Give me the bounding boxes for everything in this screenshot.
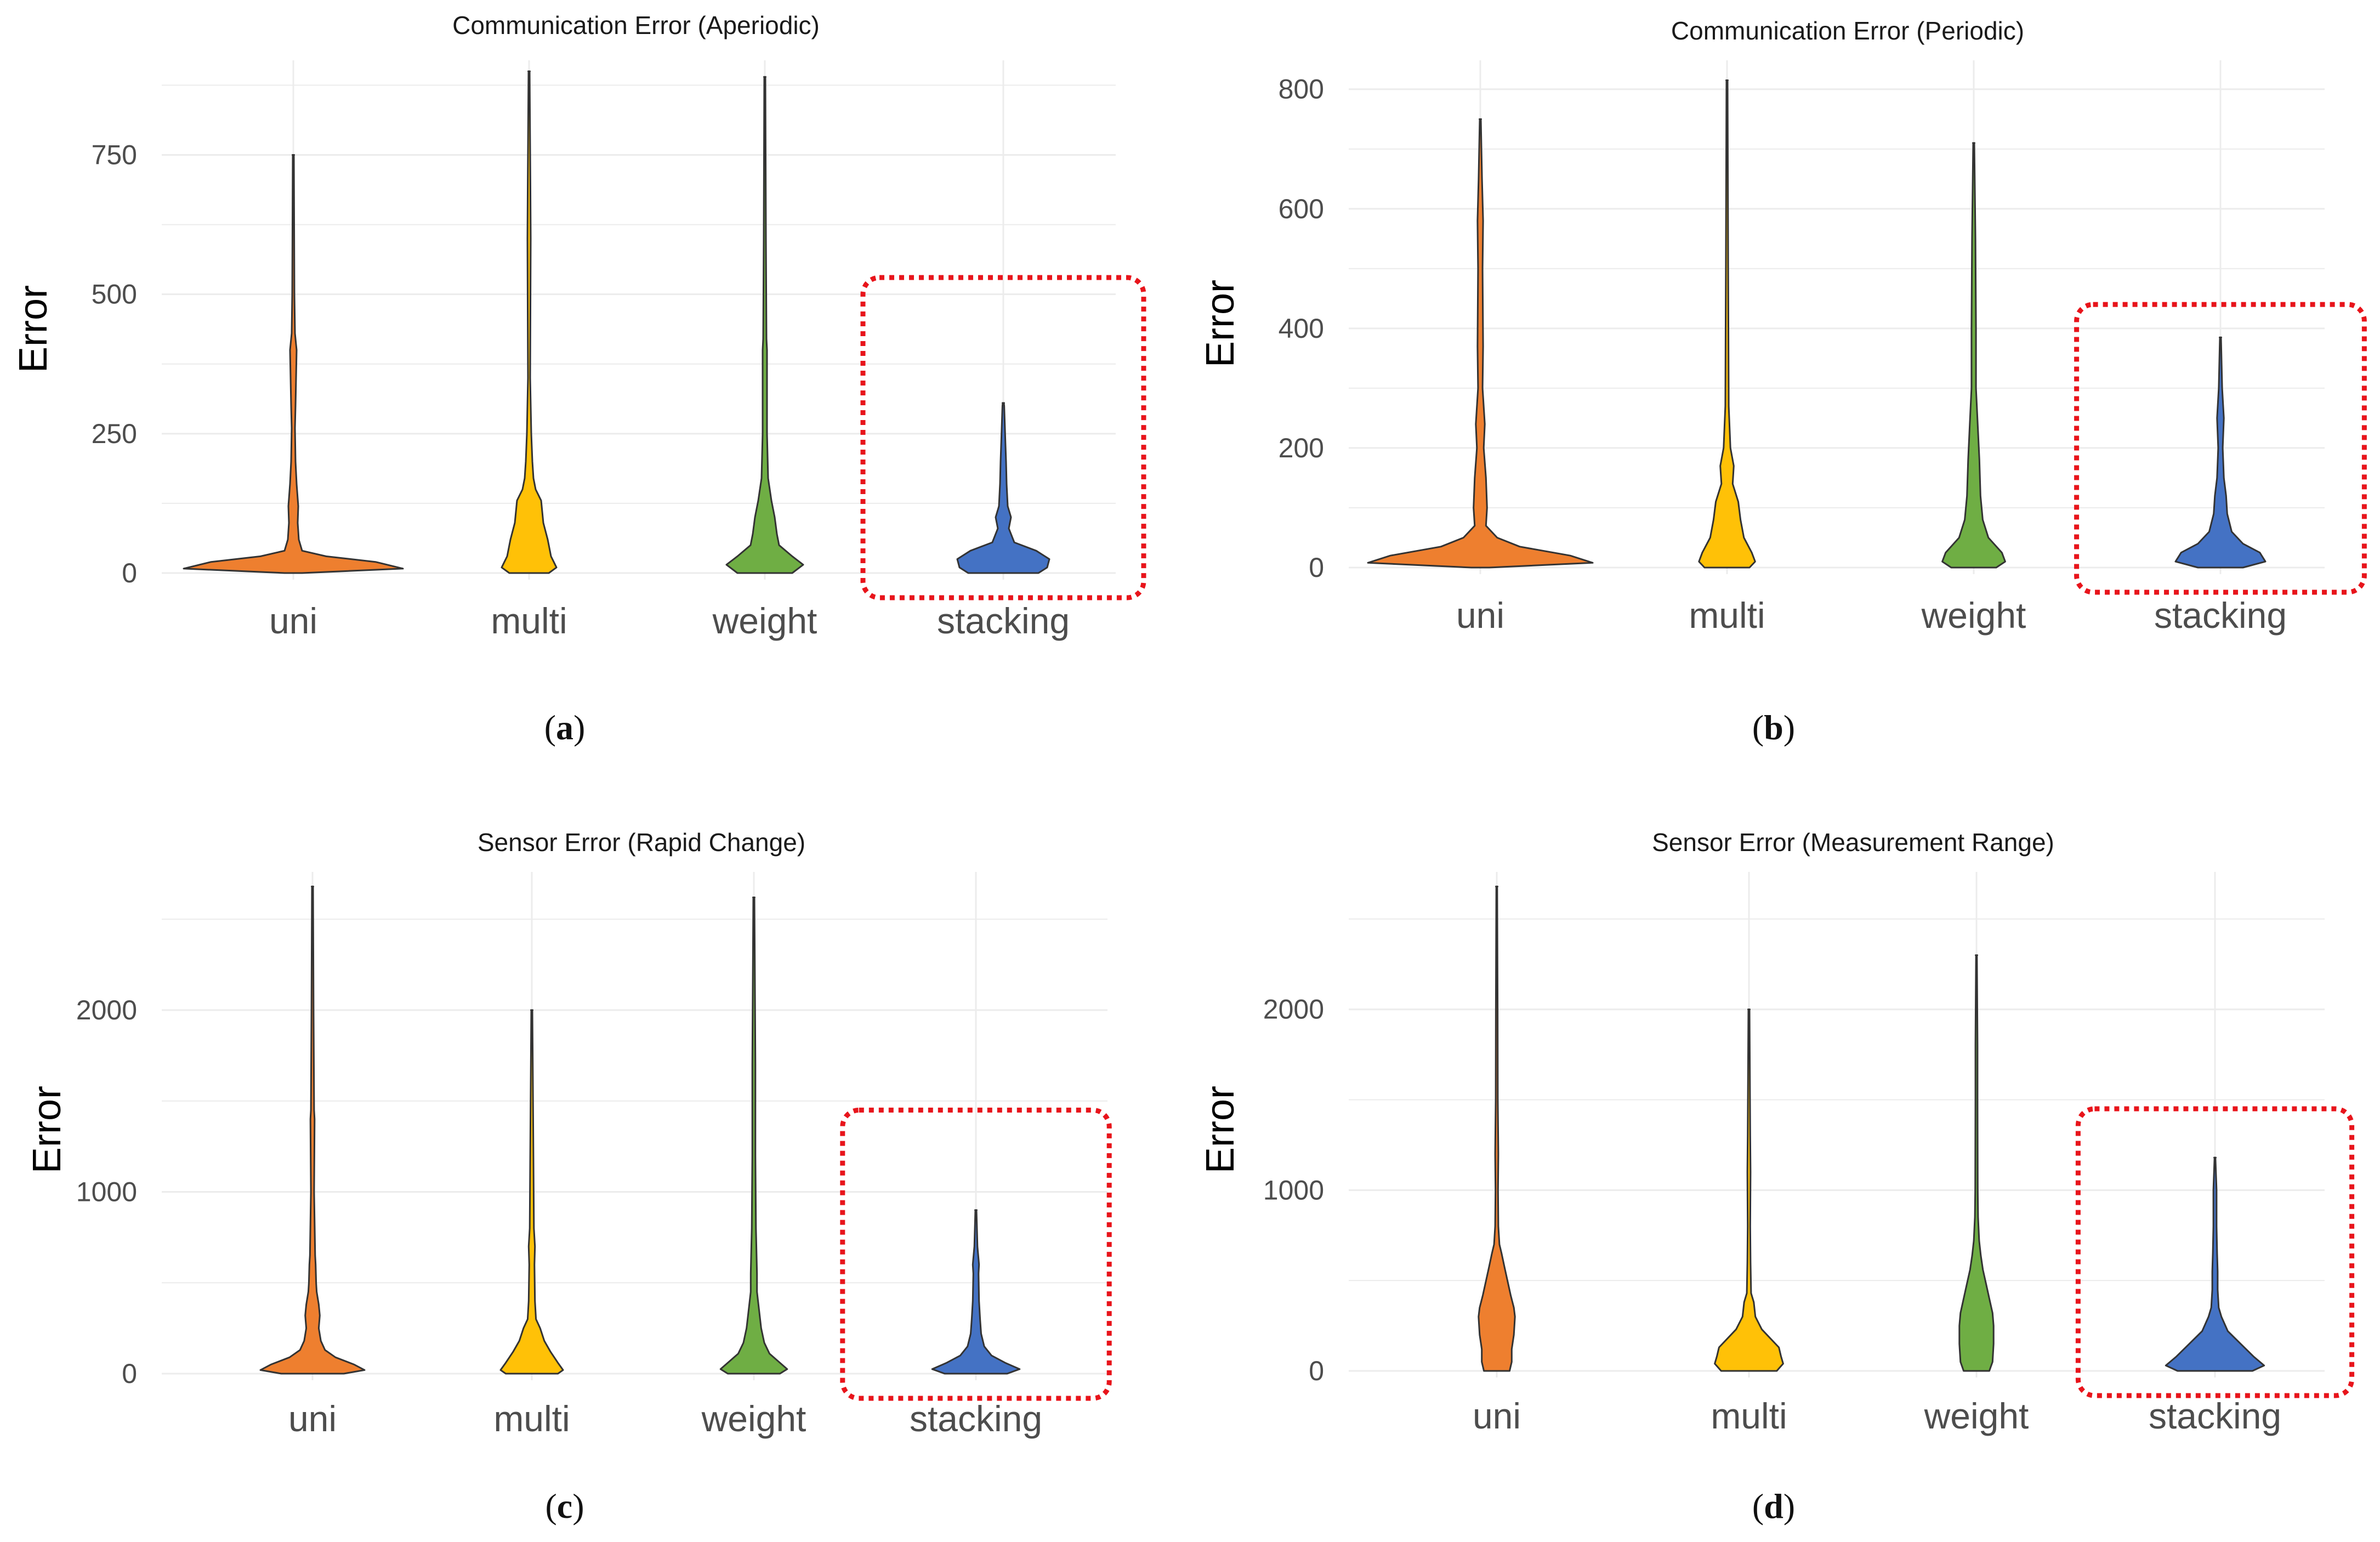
x-tick-label: weight: [1921, 595, 2026, 636]
x-tick-label: stacking: [910, 1398, 1042, 1439]
y-tick-label: 1000: [1263, 1175, 1324, 1205]
y-tick-label: 750: [92, 140, 137, 171]
x-tick-label: weight: [701, 1398, 806, 1439]
x-tick-label: uni: [1456, 595, 1504, 636]
highlight-box-stacking: [2075, 1106, 2355, 1398]
chart-title: Sensor Error (Rapid Change): [478, 828, 805, 857]
violin-stacking: [931, 1209, 1021, 1375]
x-tick-label: multi: [493, 1398, 570, 1439]
chart-panel-d: Sensor Error (Measurement Range) Error 0 10…: [1198, 828, 2355, 1436]
y-tick-label: 200: [1279, 433, 1324, 463]
panel-label-a: (a): [544, 708, 586, 747]
chart-panel-c: Sensor Error (Rapid Change) Error 0 1000 200…: [25, 828, 1112, 1439]
panel-label-d: (d): [1752, 1487, 1796, 1526]
y-tick-label: 800: [1279, 74, 1324, 105]
y-tick-label: 250: [92, 418, 137, 449]
x-tick-label: stacking: [2154, 595, 2287, 636]
highlight-box-stacking: [840, 1107, 1112, 1401]
x-tick-label: stacking: [937, 600, 1070, 641]
violin-uni: [1478, 886, 1516, 1372]
x-tick-label: uni: [288, 1398, 337, 1439]
violin-multi: [499, 1009, 564, 1375]
chart-panel-a: Communication Error (Aperiodic) Error 0 250…: [12, 11, 1146, 641]
y-tick-label: 600: [1279, 194, 1324, 224]
y-axis-label: Error: [12, 285, 55, 373]
violin-weight: [725, 76, 804, 574]
violin-multi: [501, 70, 558, 574]
x-tick-label: weight: [1924, 1396, 2029, 1436]
y-axis-label: Error: [1198, 280, 1242, 367]
y-tick-label: 0: [122, 558, 137, 588]
x-tick-label: uni: [269, 600, 317, 641]
violin-stacking: [956, 402, 1050, 574]
y-tick-label: 400: [1279, 313, 1324, 344]
x-tick-label: uni: [1473, 1396, 1521, 1436]
violin-multi: [1698, 79, 1756, 569]
chart-panel-b: Communication Error (Periodic) Error 0 200 4…: [1198, 16, 2367, 636]
x-tick-label: multi: [1689, 595, 1765, 636]
violin-weight: [719, 897, 788, 1375]
violin-uni: [259, 886, 366, 1375]
x-tick-label: multi: [1711, 1396, 1787, 1436]
violin-uni: [1367, 118, 1594, 569]
panel-label-b: (b): [1752, 708, 1796, 747]
panel-label-c: (c): [545, 1487, 584, 1526]
violin-weight: [1941, 142, 2006, 569]
violin-multi: [1714, 1008, 1784, 1372]
y-tick-label: 0: [1309, 552, 1324, 583]
x-tick-label: weight: [712, 600, 817, 641]
violin-stacking: [2174, 336, 2267, 569]
y-tick-label: 2000: [76, 995, 137, 1025]
chart-title: Communication Error (Aperiodic): [452, 11, 820, 39]
y-tick-label: 1000: [76, 1177, 137, 1207]
y-tick-label: 0: [122, 1358, 137, 1389]
violin-stacking: [2165, 1156, 2265, 1372]
y-tick-label: 2000: [1263, 994, 1324, 1025]
y-tick-label: 0: [1309, 1356, 1324, 1386]
y-axis-label: Error: [1198, 1086, 1242, 1173]
y-tick-label: 500: [92, 279, 137, 310]
highlight-box-stacking: [2074, 302, 2367, 595]
highlight-box-stacking: [860, 275, 1146, 600]
y-axis-label: Error: [25, 1086, 69, 1173]
violin-weight: [1958, 954, 1995, 1372]
chart-title: Sensor Error (Measurement Range): [1652, 828, 2054, 857]
x-tick-label: multi: [491, 600, 567, 641]
x-tick-label: stacking: [2149, 1396, 2281, 1436]
violin-uni: [183, 154, 404, 574]
chart-title: Communication Error (Periodic): [1671, 16, 2024, 45]
